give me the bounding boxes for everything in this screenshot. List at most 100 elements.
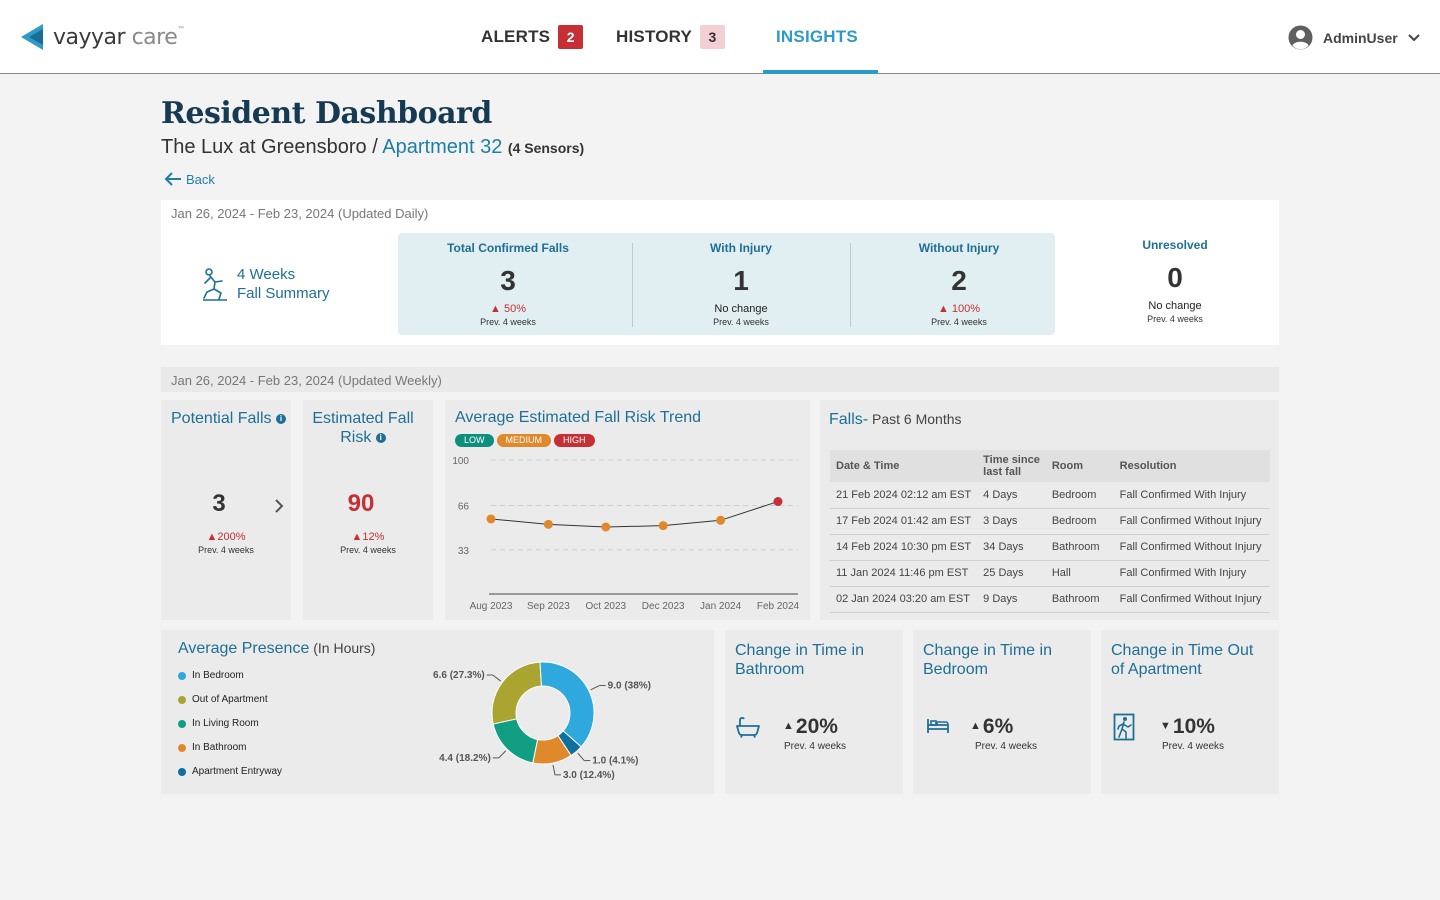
cell-room: Bedroom bbox=[1045, 508, 1114, 535]
history-count-badge: 3 bbox=[700, 25, 726, 49]
arrow-left-icon bbox=[164, 172, 181, 186]
fall-summary-label-line1: 4 Weeks bbox=[237, 266, 296, 283]
logo-wordmark: vayyar care™ bbox=[53, 25, 185, 50]
cell-date: 17 Feb 2024 01:42 am EST bbox=[830, 508, 978, 535]
column-header-date[interactable]: Date & Time bbox=[830, 450, 978, 482]
back-button[interactable]: Back bbox=[164, 171, 215, 187]
cell-room: Bathroom bbox=[1045, 586, 1114, 613]
kpi-prev: Prev. 4 weeks bbox=[480, 317, 536, 327]
cell-time-since: 3 Days bbox=[977, 508, 1046, 535]
tab-history[interactable]: HISTORY 3 bbox=[616, 0, 726, 74]
kpi-divider bbox=[632, 243, 633, 327]
legend-label: In Bedroom bbox=[192, 670, 244, 681]
kpi-unresolved[interactable]: Unresolved 0 No change Prev. 4 weeks bbox=[1085, 238, 1265, 324]
user-menu[interactable]: AdminUser bbox=[1288, 25, 1420, 50]
tab-insights[interactable]: INSIGHTS bbox=[776, 0, 858, 74]
bathroom-change-title-line2: Bathroom bbox=[735, 661, 805, 678]
fall-risk-card[interactable] bbox=[303, 400, 433, 620]
kpi-change: ▲ 100% bbox=[937, 303, 981, 315]
cell-resolution: Fall Confirmed Without Injury bbox=[1113, 508, 1270, 535]
potential-falls-title: Potential Falls i bbox=[171, 409, 286, 428]
average-presence-card bbox=[161, 630, 714, 794]
fall-risk-trend-chart: 33 66 100 Aug 2023 Sep 2023 Oct 2023 Dec 2023 J… bbox=[452, 456, 799, 612]
kpi-label: With Injury bbox=[710, 241, 772, 255]
info-icon[interactable]: i bbox=[275, 413, 286, 424]
cell-date: 14 Feb 2024 10:30 pm EST bbox=[830, 534, 978, 561]
y-tick-label: 100 bbox=[452, 456, 469, 467]
risk-level-legend: LOW MEDIUM HIGH bbox=[455, 430, 598, 448]
legend-dot bbox=[178, 743, 186, 752]
sensor-count: (4 Sensors) bbox=[507, 140, 585, 156]
out-of-apartment-change-title: Change in Time Out of Apartment bbox=[1111, 641, 1253, 679]
column-header-room[interactable]: Room bbox=[1045, 450, 1114, 482]
cell-room: Bathroom bbox=[1045, 534, 1114, 561]
average-presence-title-main: Average Presence bbox=[178, 640, 310, 657]
kpi-divider bbox=[850, 243, 851, 327]
cell-resolution: Fall Confirmed Without Injury bbox=[1113, 534, 1270, 561]
cell-resolution: Fall Confirmed With Injury bbox=[1113, 482, 1270, 509]
kpi-without-injury[interactable]: Without Injury 2 ▲ 100% Prev. 4 weeks bbox=[869, 241, 1049, 327]
table-row[interactable]: 17 Feb 2024 01:42 am EST 3 Days Bedroom Fal… bbox=[830, 508, 1270, 535]
potential-falls-prev: Prev. 4 weeks bbox=[198, 545, 254, 555]
slice-label: 9.0 (38%) bbox=[608, 680, 651, 691]
chevron-right-icon[interactable] bbox=[274, 499, 284, 513]
vayyar-logo-icon bbox=[21, 24, 43, 50]
fall-risk-value: 90 bbox=[347, 490, 375, 517]
bathroom-change-prev: Prev. 4 weeks bbox=[784, 741, 847, 752]
risk-level-medium: MEDIUM bbox=[496, 434, 552, 447]
cell-room: Hall bbox=[1045, 560, 1114, 587]
breadcrumb-apartment[interactable]: Apartment 32 bbox=[382, 136, 503, 158]
kpi-total-confirmed-falls[interactable]: Total Confirmed Falls 3 ▲ 50% Prev. 4 we… bbox=[418, 241, 598, 327]
kpi-prev: Prev. 4 weeks bbox=[1147, 314, 1203, 324]
average-presence-title: Average Presence (In Hours) bbox=[178, 640, 375, 658]
table-header-row: Date & Time Time since last fall Room Re… bbox=[830, 450, 1270, 482]
fall-risk-change: ▲12% bbox=[351, 531, 385, 543]
fall-risk-prev: Prev. 4 weeks bbox=[340, 545, 396, 555]
legend-label: In Bathroom bbox=[192, 742, 247, 753]
column-header-resolution[interactable]: Resolution bbox=[1113, 450, 1270, 482]
cell-resolution: Fall Confirmed With Injury bbox=[1113, 560, 1270, 587]
table-row[interactable]: 02 Jan 2024 03:20 am EST 9 Days Bathroom Fa… bbox=[830, 586, 1270, 613]
bedroom-change-value: ▲6% bbox=[970, 715, 1014, 738]
out-of-apartment-change-prev: Prev. 4 weeks bbox=[1162, 741, 1225, 752]
table-row[interactable]: 21 Feb 2024 02:12 am EST 4 Days Bedroom Fal… bbox=[830, 482, 1270, 509]
breadcrumb-separator: / bbox=[366, 136, 383, 158]
bedroom-change-prev: Prev. 4 weeks bbox=[975, 741, 1038, 752]
slice-leader-line bbox=[590, 684, 600, 691]
bathroom-change-value: ▲20% bbox=[783, 715, 838, 738]
confirmed-falls-kpi-box bbox=[398, 233, 1055, 335]
tab-alerts-label: ALERTS bbox=[481, 27, 551, 46]
table-row[interactable]: 14 Feb 2024 10:30 pm EST 34 Days Bathroom F… bbox=[830, 534, 1270, 561]
back-label: Back bbox=[186, 171, 215, 187]
cell-resolution: Fall Confirmed Without Injury bbox=[1113, 586, 1270, 613]
kpi-with-injury[interactable]: With Injury 1 No change Prev. 4 weeks bbox=[651, 241, 831, 327]
kpi-prev: Prev. 4 weeks bbox=[713, 317, 769, 327]
out-of-apartment-change-title-line1: Change in Time Out bbox=[1111, 642, 1254, 659]
kpi-label: Total Confirmed Falls bbox=[447, 241, 569, 255]
vayyar-care-logo[interactable]: vayyar care™ bbox=[19, 22, 185, 52]
tab-insights-label: INSIGHTS bbox=[776, 27, 858, 46]
breadcrumb-facility[interactable]: The Lux at Greensboro bbox=[161, 136, 367, 158]
page-title: Resident Dashboard bbox=[161, 96, 492, 131]
cell-time-since: 34 Days bbox=[977, 534, 1046, 561]
legend-label: In Living Room bbox=[192, 718, 259, 729]
legend-item-entryway: Apartment Entryway bbox=[178, 766, 282, 777]
info-icon[interactable]: i bbox=[375, 432, 386, 443]
kpi-change-value: 50% bbox=[503, 303, 526, 315]
risk-level-low: LOW bbox=[455, 434, 494, 447]
kpi-label: Without Injury bbox=[918, 241, 1000, 255]
cell-room: Bedroom bbox=[1045, 482, 1114, 509]
tab-alerts[interactable]: ALERTS 2 bbox=[481, 0, 584, 74]
table-row[interactable]: 11 Jan 2024 11:46 pm EST 25 Days Hall Fall … bbox=[830, 560, 1270, 587]
cell-time-since: 9 Days bbox=[977, 586, 1046, 613]
donut-slice bbox=[539, 661, 595, 748]
column-header-time-since[interactable]: Time since last fall bbox=[977, 450, 1046, 482]
potential-falls-card[interactable] bbox=[161, 400, 291, 620]
kpi-value: 3 bbox=[500, 265, 516, 296]
tab-history-label: HISTORY bbox=[616, 27, 693, 46]
bedroom-change-card bbox=[913, 630, 1091, 794]
bathroom-change-percent: 20% bbox=[795, 715, 838, 738]
fall-summary-label: 4 Weeks Fall Summary bbox=[201, 265, 330, 303]
risk-data-point bbox=[543, 519, 553, 529]
fall-summary-update-note: (Updated Daily) bbox=[337, 206, 429, 221]
